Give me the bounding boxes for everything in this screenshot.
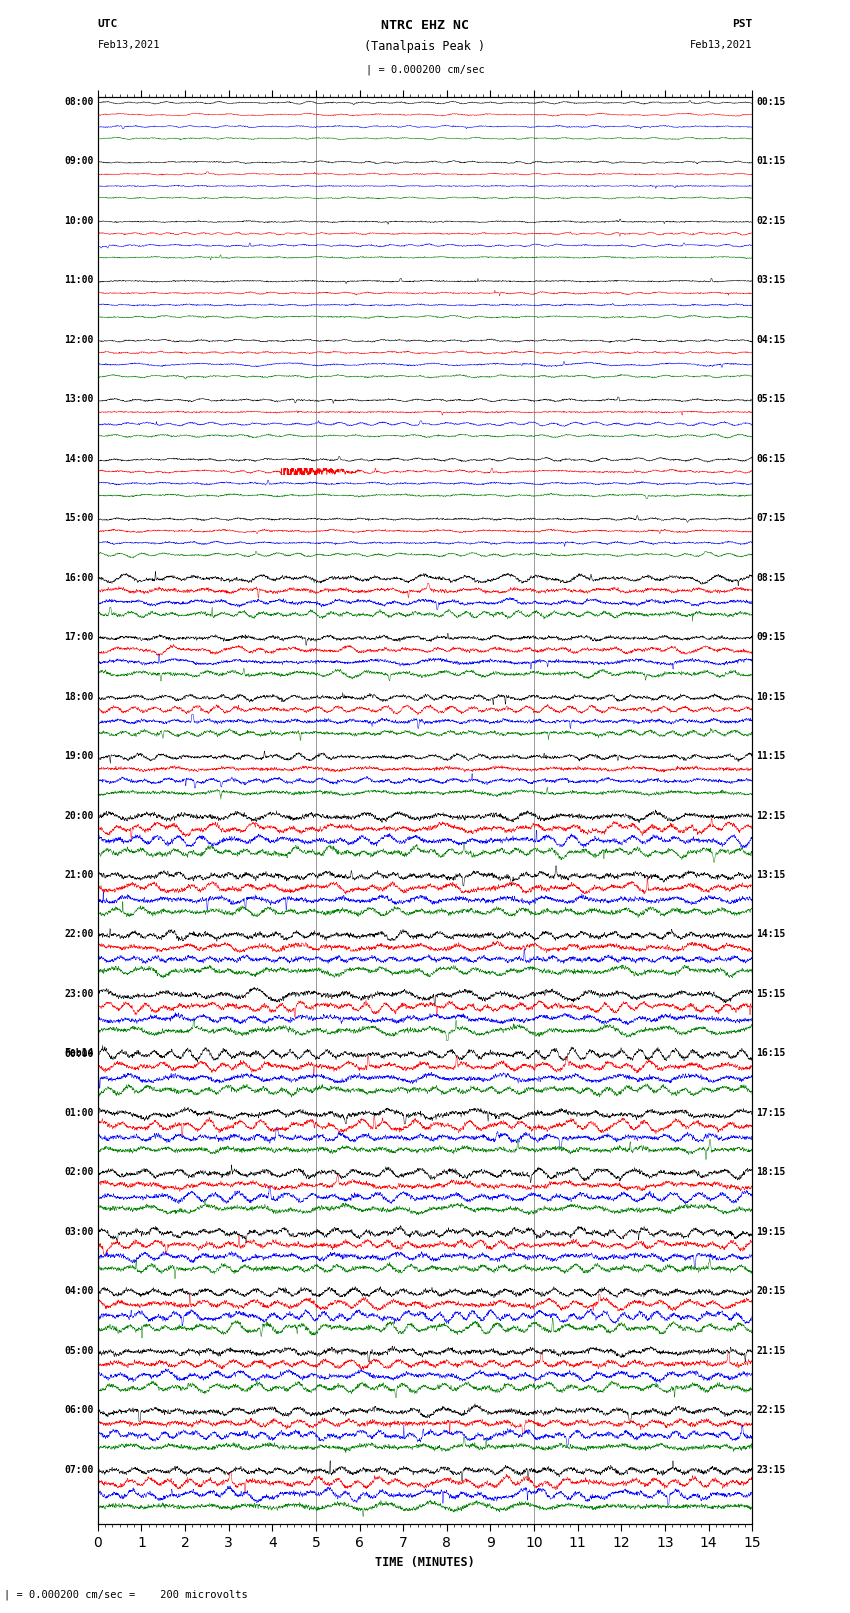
Text: 10:00: 10:00: [64, 216, 94, 226]
Text: Feb13,2021: Feb13,2021: [98, 40, 161, 50]
Text: 23:15: 23:15: [756, 1465, 786, 1474]
Text: 21:15: 21:15: [756, 1345, 786, 1357]
Text: 09:00: 09:00: [64, 156, 94, 166]
Text: 06:15: 06:15: [756, 453, 786, 463]
Text: 20:15: 20:15: [756, 1287, 786, 1297]
Text: 22:00: 22:00: [64, 929, 94, 939]
Text: Feb13,2021: Feb13,2021: [689, 40, 752, 50]
Text: 04:00: 04:00: [64, 1287, 94, 1297]
Text: 11:15: 11:15: [756, 752, 786, 761]
Text: (Tanalpais Peak ): (Tanalpais Peak ): [365, 40, 485, 53]
Text: 18:15: 18:15: [756, 1168, 786, 1177]
Text: 03:00: 03:00: [64, 1227, 94, 1237]
Text: 05:15: 05:15: [756, 394, 786, 405]
Text: 15:00: 15:00: [64, 513, 94, 523]
Text: 13:00: 13:00: [64, 394, 94, 405]
Text: 22:15: 22:15: [756, 1405, 786, 1415]
Text: 10:15: 10:15: [756, 692, 786, 702]
Text: 19:00: 19:00: [64, 752, 94, 761]
Text: 12:00: 12:00: [64, 336, 94, 345]
Text: 03:15: 03:15: [756, 276, 786, 286]
Text: 08:15: 08:15: [756, 573, 786, 582]
Text: 16:15: 16:15: [756, 1048, 786, 1058]
Text: 04:15: 04:15: [756, 336, 786, 345]
Text: Feb14: Feb14: [64, 1048, 94, 1058]
Text: 02:15: 02:15: [756, 216, 786, 226]
Text: 01:15: 01:15: [756, 156, 786, 166]
Text: 14:15: 14:15: [756, 929, 786, 939]
Text: 16:00: 16:00: [64, 573, 94, 582]
Text: 07:00: 07:00: [64, 1465, 94, 1474]
Text: NTRC EHZ NC: NTRC EHZ NC: [381, 19, 469, 32]
Text: 17:00: 17:00: [64, 632, 94, 642]
X-axis label: TIME (MINUTES): TIME (MINUTES): [375, 1555, 475, 1569]
Text: 08:00: 08:00: [64, 97, 94, 106]
Text: 06:00: 06:00: [64, 1405, 94, 1415]
Text: 19:15: 19:15: [756, 1227, 786, 1237]
Text: PST: PST: [732, 19, 752, 29]
Text: 12:15: 12:15: [756, 811, 786, 821]
Text: 13:15: 13:15: [756, 869, 786, 881]
Text: UTC: UTC: [98, 19, 118, 29]
Text: 23:00: 23:00: [64, 989, 94, 998]
Text: | = 0.000200 cm/sec =    200 microvolts: | = 0.000200 cm/sec = 200 microvolts: [4, 1589, 248, 1600]
Text: 05:00: 05:00: [64, 1345, 94, 1357]
Text: | = 0.000200 cm/sec: | = 0.000200 cm/sec: [366, 65, 484, 76]
Text: 15:15: 15:15: [756, 989, 786, 998]
Text: 17:15: 17:15: [756, 1108, 786, 1118]
Text: 14:00: 14:00: [64, 453, 94, 463]
Text: 00:00: 00:00: [64, 1050, 94, 1060]
Text: 21:00: 21:00: [64, 869, 94, 881]
Text: 09:15: 09:15: [756, 632, 786, 642]
Text: 18:00: 18:00: [64, 692, 94, 702]
Text: 00:15: 00:15: [756, 97, 786, 106]
Text: 02:00: 02:00: [64, 1168, 94, 1177]
Text: 07:15: 07:15: [756, 513, 786, 523]
Text: 20:00: 20:00: [64, 811, 94, 821]
Text: 01:00: 01:00: [64, 1108, 94, 1118]
Text: 11:00: 11:00: [64, 276, 94, 286]
